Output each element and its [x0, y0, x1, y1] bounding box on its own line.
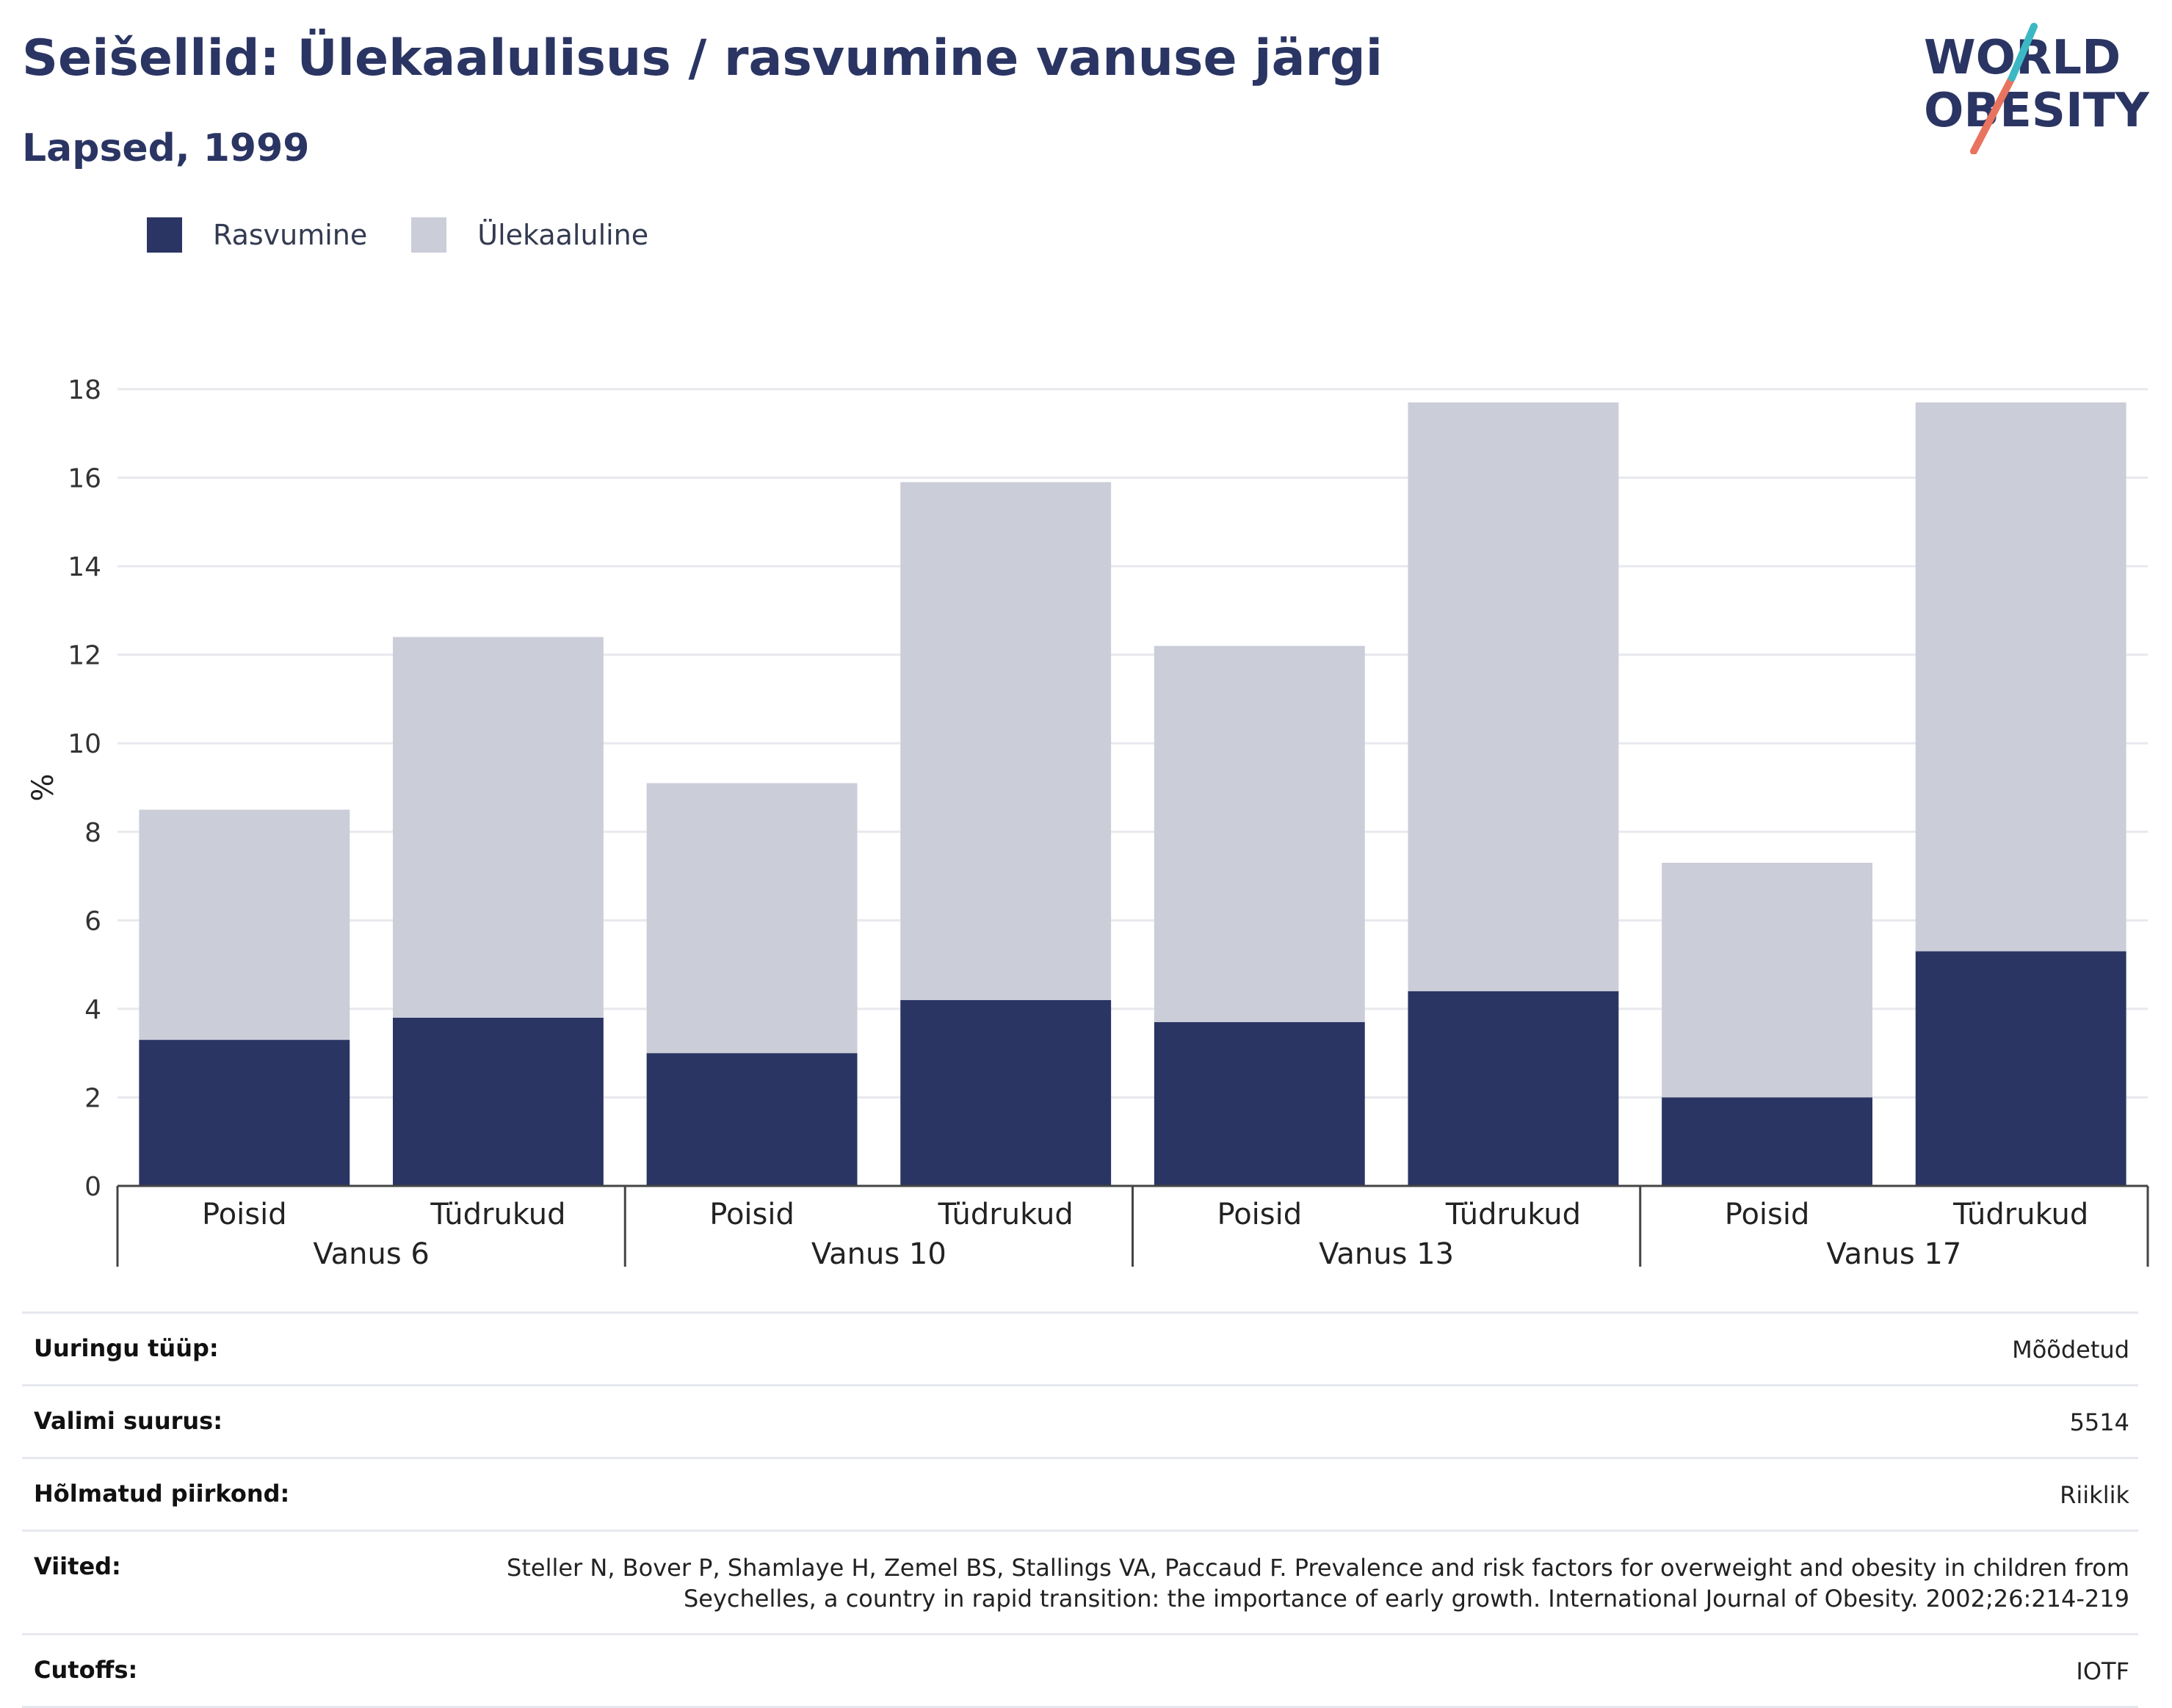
legend-swatch-overweight	[411, 217, 447, 253]
legend-item-overweight[interactable]: Ülekaaluline	[411, 217, 648, 253]
info-row-references: Viited: Steller N, Bover P, Shamlaye H, …	[22, 1530, 2138, 1633]
y-tick-label: 10	[68, 729, 101, 759]
bar-overweight	[393, 637, 604, 1018]
x-category-label: Tüdrukud	[1952, 1198, 2088, 1231]
bar-obesity	[1408, 991, 1619, 1186]
y-tick-label: 6	[84, 906, 101, 936]
logo-slash-teal	[2008, 23, 2038, 82]
y-tick-label: 12	[68, 641, 101, 671]
info-row-sample-size: Valimi suurus: 5514	[22, 1384, 2138, 1457]
y-tick-label: 16	[68, 464, 101, 494]
x-category-label: Tüdrukud	[430, 1198, 565, 1231]
info-value: IOTF	[2076, 1657, 2129, 1685]
info-value: Riiklik	[2060, 1481, 2129, 1509]
world-obesity-logo: WORLD OBESITY	[1924, 23, 2149, 154]
info-label: Valimi suurus:	[34, 1407, 223, 1435]
info-label: Uuringu tüüp:	[34, 1334, 219, 1362]
y-tick-label: 8	[84, 818, 101, 848]
bar-obesity	[1154, 1021, 1365, 1186]
info-row-study-type: Uuringu tüüp: Mõõdetud	[22, 1311, 2138, 1384]
bar-obesity	[1662, 1097, 1872, 1186]
y-tick-label: 2	[84, 1083, 101, 1113]
bar-overweight	[646, 783, 858, 1054]
bar-overweight	[1662, 862, 1872, 1098]
x-group-label: Vanus 10	[811, 1237, 946, 1271]
legend-label-overweight: Ülekaaluline	[477, 219, 649, 251]
info-value: 5514	[2069, 1408, 2129, 1436]
info-label: Cutoffs:	[34, 1656, 138, 1684]
stacked-bar-chart: 0 2 4 6 8 10 12 14 16 18% Poisid Tüdrukud Poisid Tüdr…	[26, 375, 2149, 1271]
bar-obesity	[646, 1053, 858, 1186]
y-axis-title: %	[26, 773, 60, 801]
bar-overweight	[900, 482, 1112, 1000]
x-group-label: Vanus 6	[313, 1237, 429, 1271]
x-category-label: Tüdrukud	[938, 1198, 1074, 1231]
bar-overweight	[1408, 402, 1619, 991]
bar-overweight	[1154, 645, 1365, 1022]
info-label: Hõlmatud piirkond:	[34, 1480, 290, 1508]
x-category-label: Poisid	[202, 1198, 287, 1231]
x-group-label: Vanus 13	[1319, 1237, 1454, 1271]
legend-swatch-obesity	[147, 217, 182, 253]
x-category-label: Tüdrukud	[1445, 1198, 1581, 1231]
x-category-label: Poisid	[709, 1198, 794, 1231]
bar-obesity	[139, 1040, 350, 1186]
y-tick-label: 4	[84, 995, 101, 1025]
study-info-table: Uuringu tüüp: Mõõdetud Valimi suurus: 55…	[22, 1311, 2138, 1708]
x-category-label: Poisid	[1725, 1198, 1810, 1231]
chart-legend: Rasvumine Ülekaaluline	[147, 217, 692, 253]
info-row-cutoffs: Cutoffs: IOTF	[22, 1633, 2138, 1708]
bar-overweight	[139, 809, 350, 1041]
info-value-reference: Steller N, Bover P, Shamlaye H, Zemel BS…	[507, 1554, 2129, 1613]
bar-obesity	[1915, 951, 2126, 1186]
info-value: Mõõdetud	[2012, 1336, 2129, 1364]
chart-subtitle: Lapsed, 1999	[22, 126, 310, 170]
bar-obesity	[393, 1017, 604, 1186]
info-label: Viited:	[34, 1552, 121, 1580]
legend-label-obesity: Rasvumine	[213, 219, 368, 251]
y-tick-label: 14	[68, 552, 101, 582]
bar-overweight	[1915, 402, 2126, 952]
chart-title: Seišellid: Ülekaalulisus / rasvumine van…	[22, 29, 1383, 87]
bar-obesity	[900, 999, 1112, 1186]
logo-slash-red	[1970, 74, 2016, 154]
info-row-area-covered: Hõlmatud piirkond: Riiklik	[22, 1457, 2138, 1530]
x-category-label: Poisid	[1217, 1198, 1303, 1231]
y-tick-label: 0	[84, 1172, 101, 1202]
x-group-label: Vanus 17	[1826, 1237, 1961, 1271]
legend-item-obesity[interactable]: Rasvumine	[147, 217, 367, 253]
y-tick-label: 18	[68, 375, 101, 405]
logo-text-obesity: OBESITY	[1924, 84, 2149, 138]
